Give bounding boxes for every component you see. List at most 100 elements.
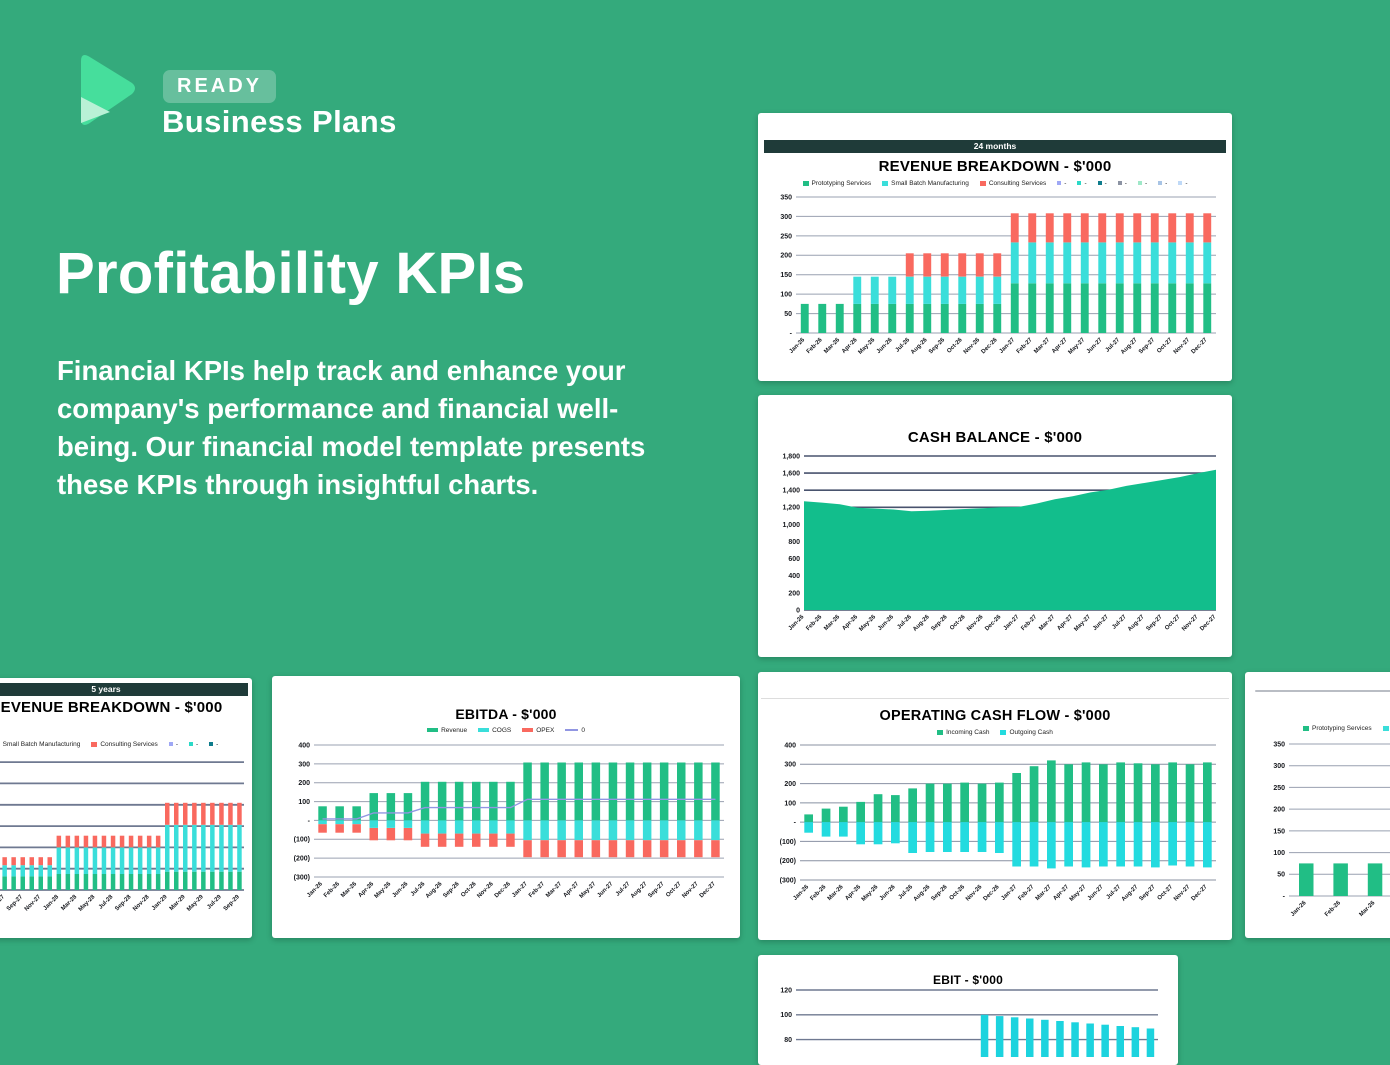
chart-legend: Small Batch Manufacturing Consulting Serv… (0, 740, 252, 748)
chart-card-revenue-24-months: 24 months REVENUE BREAKDOWN - $'000 Prot… (758, 113, 1232, 381)
legend-item: 0 (565, 727, 585, 734)
legend-item: Prototyping Services (802, 180, 871, 187)
svg-text:Oct-27: Oct-27 (1156, 337, 1174, 355)
svg-text:Jan-27: Jan-27 (1003, 614, 1021, 632)
svg-text:400: 400 (298, 742, 310, 749)
svg-text:1,800: 1,800 (782, 453, 800, 460)
gridlines: 350 300 250 200 150 100 50 - (1273, 741, 1390, 900)
svg-text:120: 120 (780, 987, 792, 994)
chart-card-cash-balance: CASH BALANCE - $'000 1,800 1,600 1,400 1,20… (758, 395, 1232, 657)
svg-text:Dec-27: Dec-27 (1191, 337, 1210, 356)
legend-label: Consulting Services (988, 179, 1047, 187)
svg-text:200: 200 (298, 780, 310, 787)
legend-swatch-icon (1097, 181, 1102, 185)
legend-item-extra: - (1117, 180, 1127, 187)
legend-item: Small Batch Manufacturing (882, 180, 969, 187)
chart-legend: Prototyping Services Small Batch Manufact… (758, 179, 1232, 187)
legend-item-extra: - (1057, 180, 1066, 187)
svg-text:-: - (790, 330, 793, 337)
svg-text:400: 400 (784, 742, 796, 749)
svg-text:Nov-26: Nov-26 (476, 881, 495, 900)
chart-title: REVENUE BREAKDOWN - $'000 (878, 158, 1112, 175)
legend-label: Consulting Services (100, 740, 158, 748)
svg-text:150: 150 (780, 272, 792, 279)
svg-text:Sep-26: Sep-26 (928, 337, 947, 356)
svg-text:Jun-26: Jun-26 (877, 614, 895, 632)
legend-swatch-icon (1117, 181, 1122, 185)
period-band: 5 years (0, 683, 248, 696)
svg-text:Jun-26: Jun-26 (391, 881, 409, 899)
legend-item: Incoming Cash (937, 729, 989, 736)
svg-text:50: 50 (1277, 872, 1285, 879)
legend-item-extra: - (209, 741, 218, 748)
chart-title: EBIT - $'000 (933, 973, 1003, 987)
svg-text:(200): (200) (780, 858, 796, 865)
svg-text:Oct-26: Oct-26 (946, 337, 964, 355)
area-chart-plot: 1,8001,6001,4001,2001,0008006004002000Ja… (782, 453, 1218, 633)
svg-text:Dec-26: Dec-26 (984, 614, 1003, 633)
legend-swatch-icon (522, 728, 534, 732)
legend-swatch-icon (802, 180, 809, 186)
bars (804, 760, 1212, 869)
gridlines: 400 300 200 100 - (100) (200) (300) (294, 742, 724, 881)
svg-text:50: 50 (784, 311, 792, 318)
legend-item: Revenue (427, 727, 467, 734)
svg-text:May-26: May-26 (858, 614, 877, 633)
svg-text:Nov-27: Nov-27 (1173, 884, 1192, 903)
svg-text:300: 300 (784, 762, 796, 769)
chart-title: CASH BALANCE - $'000 (907, 429, 1083, 446)
svg-text:300: 300 (298, 761, 310, 768)
legend-item-extra: - (1097, 180, 1107, 187)
svg-text:-: - (308, 818, 311, 825)
svg-text:Sep-27: Sep-27 (6, 894, 25, 913)
bars (1299, 863, 1383, 896)
legend-item-extra: - (1077, 180, 1087, 187)
svg-text:May-29: May-29 (186, 894, 205, 913)
svg-text:350: 350 (780, 194, 792, 201)
bar-chart-plot: 400 300 200 100 - (100) (200) (300)Jan-26 Feb-26… (294, 742, 724, 900)
play-triangle-light (81, 97, 110, 123)
svg-text:Aug-26: Aug-26 (913, 884, 932, 903)
svg-text:May-27: May-27 (579, 881, 598, 900)
chart-card-operating-cash-flow: OPERATING CASH FLOW - $'000 Incoming Cas… (758, 672, 1232, 940)
legend-swatch-icon (937, 729, 944, 735)
svg-text:May-26: May-26 (861, 884, 880, 903)
svg-text:May-26: May-26 (858, 337, 877, 356)
gridlines: 120 100 80 (780, 987, 1158, 1044)
svg-text:100: 100 (1273, 850, 1285, 857)
svg-text:Apr-26: Apr-26 (841, 614, 859, 632)
legend-label: OPEX (536, 726, 555, 734)
area-series (804, 469, 1216, 610)
legend-label: Outgoing Cash (1009, 728, 1053, 736)
svg-text:200: 200 (788, 590, 800, 597)
svg-text:Apr-26: Apr-26 (841, 337, 859, 355)
svg-text:Sep-29: Sep-29 (223, 894, 242, 913)
line-series (322, 798, 716, 820)
svg-text:Jan-26: Jan-26 (1290, 900, 1308, 918)
svg-text:100: 100 (298, 799, 310, 806)
legend-swatch-icon (1382, 725, 1389, 731)
svg-text:Nov-27: Nov-27 (681, 881, 700, 900)
x-labels: Mar-27May-27Jul-27Sep-27Nov-27Jan-28Mar-… (0, 894, 241, 913)
svg-text:Jun-27: Jun-27 (1087, 884, 1105, 902)
page-title: Profitability KPIs (56, 241, 526, 306)
bar-chart-plot: 35030025020015010050-Jan-26Feb-26Mar-26A… (1273, 741, 1390, 918)
svg-text:0: 0 (796, 607, 800, 614)
svg-text:Jan-27: Jan-27 (511, 881, 529, 899)
svg-text:Sep-28: Sep-28 (114, 894, 133, 913)
legend-label: - (1165, 179, 1168, 187)
chart-card-ebit: EBIT - $'000 120 100 80 (758, 955, 1178, 1065)
chart-card-revenue-5-years: 5 years REVENUE BREAKDOWN - $'000 Small … (0, 678, 252, 938)
legend-swatch-icon (168, 742, 173, 746)
svg-text:Nov-27: Nov-27 (1181, 614, 1200, 633)
svg-text:100: 100 (780, 1012, 792, 1019)
legend-item-extra: - (1137, 180, 1147, 187)
svg-text:Apr-27: Apr-27 (1056, 614, 1074, 632)
svg-text:1,200: 1,200 (782, 505, 800, 512)
svg-text:Sep-27: Sep-27 (1138, 337, 1157, 356)
period-band: 24 months (764, 140, 1226, 153)
svg-text:250: 250 (780, 233, 792, 240)
legend-item: Consulting Services (91, 740, 158, 748)
